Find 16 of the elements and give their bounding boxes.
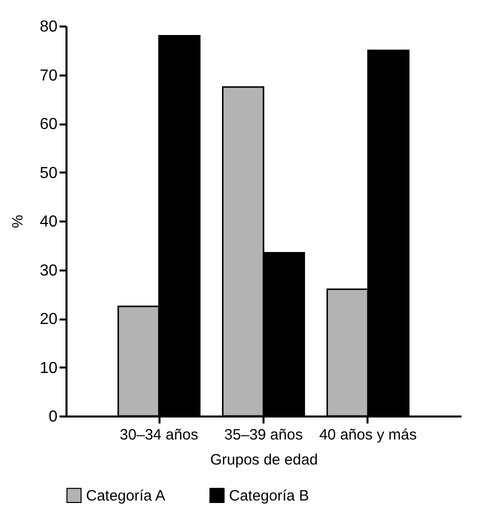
y-tick-label: 0 — [48, 408, 58, 426]
y-tick-label: 40 — [40, 214, 58, 230]
y-tick-label: 30 — [40, 262, 58, 280]
y-tick-label: 70 — [40, 67, 58, 84]
y-tick-label: 50 — [40, 164, 58, 182]
y-tick-label: 20 — [40, 311, 58, 328]
y-tick-label: 80 — [40, 18, 58, 36]
y-tick-label: 10 — [40, 360, 58, 377]
x-axis-title: Grupos de edad — [210, 452, 318, 468]
x-tick-label: 35–39 años — [224, 426, 303, 444]
y-tick-label: 60 — [40, 116, 58, 133]
legend-label: Categoría B — [229, 487, 310, 504]
x-tick-label: 30–34 años — [120, 426, 198, 444]
legend-label: Categoría A — [86, 487, 166, 504]
x-tick-label: 40 años y más — [319, 426, 417, 444]
y-axis-title: % — [10, 214, 27, 228]
